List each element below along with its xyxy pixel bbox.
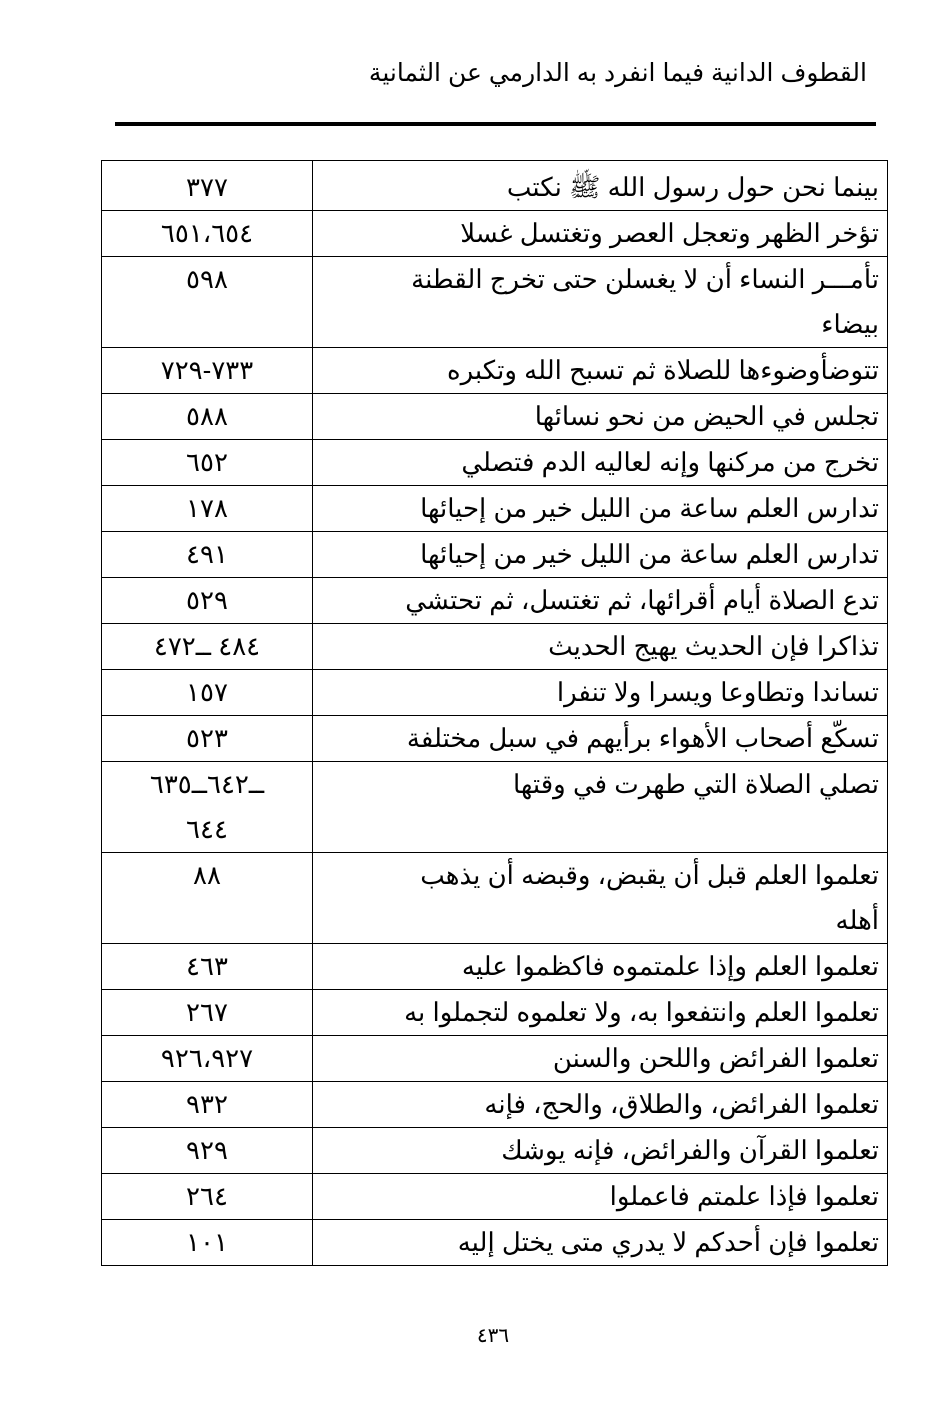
page-references: ٤٨٤ ــ٤٧٢ xyxy=(101,623,313,670)
table-row: تخرج من مركنها وإنه لعاليه الدم فتصلي ٦٥٢ xyxy=(101,439,888,486)
hadith-text: تأمـــر النساء أن لا يغسلن حتى تخرج القط… xyxy=(312,256,888,348)
page-references-value: ٦٥١،٦٥٤ xyxy=(160,218,254,248)
hadith-text: تتوضأوضوءها للصلاة ثم تسبح الله وتكبره xyxy=(312,347,888,394)
running-header: القطوف الدانية فيما انفرد به الدارمي عن … xyxy=(368,59,867,87)
page-references: ٥٨٨ xyxy=(101,393,313,440)
page-references-value: ٥٨٨ xyxy=(186,401,228,431)
hadith-index-table: بينما نحن حول رسول الله ﷺ نكتب ٣٧٧ تؤخر ال… xyxy=(101,160,888,1266)
hadith-text: تعلموا العلم وانتفعوا به، ولا تعلموه لتج… xyxy=(312,989,888,1036)
table-row: تدع الصلاة أيام أقرائها، ثم تغتسل، ثم تح… xyxy=(101,577,888,624)
page-references-value: ١٧٨ xyxy=(186,493,228,523)
hadith-text: بينما نحن حول رسول الله ﷺ نكتب xyxy=(312,160,888,211)
hadith-text: تعلموا الفرائض، والطلاق، والحج، فإنه xyxy=(312,1081,888,1128)
hadith-text: تؤخر الظهر وتعجل العصر وتغتسل غسلا xyxy=(312,210,888,257)
hadith-text: تعلموا القرآن والفرائض، فإنه يوشك xyxy=(312,1127,888,1174)
page-references-value: ٤٨٤ ــ٤٧٢ xyxy=(153,631,261,661)
page-references: ٦٥١،٦٥٤ xyxy=(101,210,313,257)
page-references: ٩٣٢ xyxy=(101,1081,313,1128)
page-references: ١٧٨ xyxy=(101,485,313,532)
hadith-text: تعلموا العلم وإذا علمتموه فاكظموا عليه xyxy=(312,943,888,990)
page-references-value: ٩٢٩ xyxy=(186,1135,228,1165)
page-references: ٣٧٧ xyxy=(101,160,313,211)
table-row: تعلموا فإن أحدكم لا يدري متى يختل إليه ١٠… xyxy=(101,1219,888,1266)
page-references: ٤٦٣ xyxy=(101,943,313,990)
header-rule xyxy=(115,122,876,126)
page-references-value: ١٠١ xyxy=(186,1227,228,1257)
page-references-value: ٩٢٦،٩٢٧ xyxy=(160,1043,254,1073)
table-row: تعلموا العلم قبل أن يقبض، وقبضه أن يذهب … xyxy=(101,852,888,944)
page-references: ــ٦٤٢ــ٦٣٥ ٦٤٤ xyxy=(101,761,313,853)
page-references-value: ٥٩٨ xyxy=(186,264,228,294)
table-row: تعلموا الفرائض واللحن والسنن ٩٢٦،٩٢٧ xyxy=(101,1035,888,1082)
page-number: ٤٣٦ xyxy=(476,1325,510,1347)
hadith-text: تعلموا الفرائض واللحن والسنن xyxy=(312,1035,888,1082)
table-row: تصلي الصلاة التي طهرت في وقتها ــ٦٤٢ــ٦٣٥… xyxy=(101,761,888,853)
hadith-text: تسكّع أصحاب الأهواء برأيهم في سبل مختلفة xyxy=(312,715,888,762)
page-references: ٦٥٢ xyxy=(101,439,313,486)
page-references-value: ١٥٧ xyxy=(186,677,228,707)
table-row: تدارس العلم ساعة من الليل خير من إحيائها… xyxy=(101,531,888,578)
table-row: تتوضأوضوءها للصلاة ثم تسبح الله وتكبره ٧٣… xyxy=(101,347,888,394)
page-references: ٢٦٤ xyxy=(101,1173,313,1220)
page-references-value: ٨٨ xyxy=(193,860,221,890)
table-row: تعلموا القرآن والفرائض، فإنه يوشك ٩٢٩ xyxy=(101,1127,888,1174)
table-row: بينما نحن حول رسول الله ﷺ نكتب ٣٧٧ xyxy=(101,160,888,211)
hadith-text: تدع الصلاة أيام أقرائها، ثم تغتسل، ثم تح… xyxy=(312,577,888,624)
page-references: ٤٩١ xyxy=(101,531,313,578)
page-references-value: ٤٩١ xyxy=(186,539,228,569)
page-references-value: ٢٦٤ xyxy=(186,1181,228,1211)
page-references-value: ــ٦٤٢ــ٦٣٥ ٦٤٤ xyxy=(149,769,265,844)
page-references-value: ٧٣٣-٧٢٩ xyxy=(160,355,254,385)
table-row: تجلس في الحيض من نحو نسائها ٥٨٨ xyxy=(101,393,888,440)
hadith-text: تعلموا العلم قبل أن يقبض، وقبضه أن يذهب … xyxy=(312,852,888,944)
page-references-value: ٤٦٣ xyxy=(186,951,228,981)
hadith-text: تدارس العلم ساعة من الليل خير من إحيائها xyxy=(312,531,888,578)
hadith-text: تساندا وتطاوعا ويسرا ولا تنفرا xyxy=(312,669,888,716)
table-row: تعلموا الفرائض، والطلاق، والحج، فإنه ٩٣٢ xyxy=(101,1081,888,1128)
page-references-value: ٩٣٢ xyxy=(186,1089,228,1119)
page-references: ٧٣٣-٧٢٩ xyxy=(101,347,313,394)
hadith-text: تجلس في الحيض من نحو نسائها xyxy=(312,393,888,440)
page-references: ٢٦٧ xyxy=(101,989,313,1036)
table-row: تذاكرا فإن الحديث يهيج الحديث ٤٨٤ ــ٤٧٢ xyxy=(101,623,888,670)
table-row: تعلموا العلم وانتفعوا به، ولا تعلموه لتج… xyxy=(101,989,888,1036)
page-references-value: ٦٥٢ xyxy=(186,447,228,477)
table-row: تؤخر الظهر وتعجل العصر وتغتسل غسلا ٦٥١،٦٥… xyxy=(101,210,888,257)
page-references: ٥٢٣ xyxy=(101,715,313,762)
hadith-text: تذاكرا فإن الحديث يهيج الحديث xyxy=(312,623,888,670)
table-row: تعلموا العلم وإذا علمتموه فاكظموا عليه ٤٦… xyxy=(101,943,888,990)
table-row: تدارس العلم ساعة من الليل خير من إحيائها… xyxy=(101,485,888,532)
page-references: ٩٢٦،٩٢٧ xyxy=(101,1035,313,1082)
hadith-text: تعلموا فإن أحدكم لا يدري متى يختل إليه xyxy=(312,1219,888,1266)
page-references-value: ٥٢٣ xyxy=(186,723,228,753)
table-row: تعلموا فإذا علمتم فاعملوا ٢٦٤ xyxy=(101,1173,888,1220)
page-references: ٥٩٨ xyxy=(101,256,313,348)
page-references: ٩٢٩ xyxy=(101,1127,313,1174)
page-references: ٨٨ xyxy=(101,852,313,944)
hadith-text: تدارس العلم ساعة من الليل خير من إحيائها xyxy=(312,485,888,532)
page-references: ١٠١ xyxy=(101,1219,313,1266)
hadith-text: تصلي الصلاة التي طهرت في وقتها xyxy=(312,761,888,853)
page-references-value: ٢٦٧ xyxy=(186,997,228,1027)
table-row: تسكّع أصحاب الأهواء برأيهم في سبل مختلفة… xyxy=(101,715,888,762)
hadith-text: تعلموا فإذا علمتم فاعملوا xyxy=(312,1173,888,1220)
table-row: تأمـــر النساء أن لا يغسلن حتى تخرج القط… xyxy=(101,256,888,348)
page-references-value: ٣٧٧ xyxy=(186,172,228,202)
table-row: تساندا وتطاوعا ويسرا ولا تنفرا ١٥٧ xyxy=(101,669,888,716)
page-references: ٥٢٩ xyxy=(101,577,313,624)
page-references: ١٥٧ xyxy=(101,669,313,716)
page-references-value: ٥٢٩ xyxy=(186,585,228,615)
hadith-text: تخرج من مركنها وإنه لعاليه الدم فتصلي xyxy=(312,439,888,486)
